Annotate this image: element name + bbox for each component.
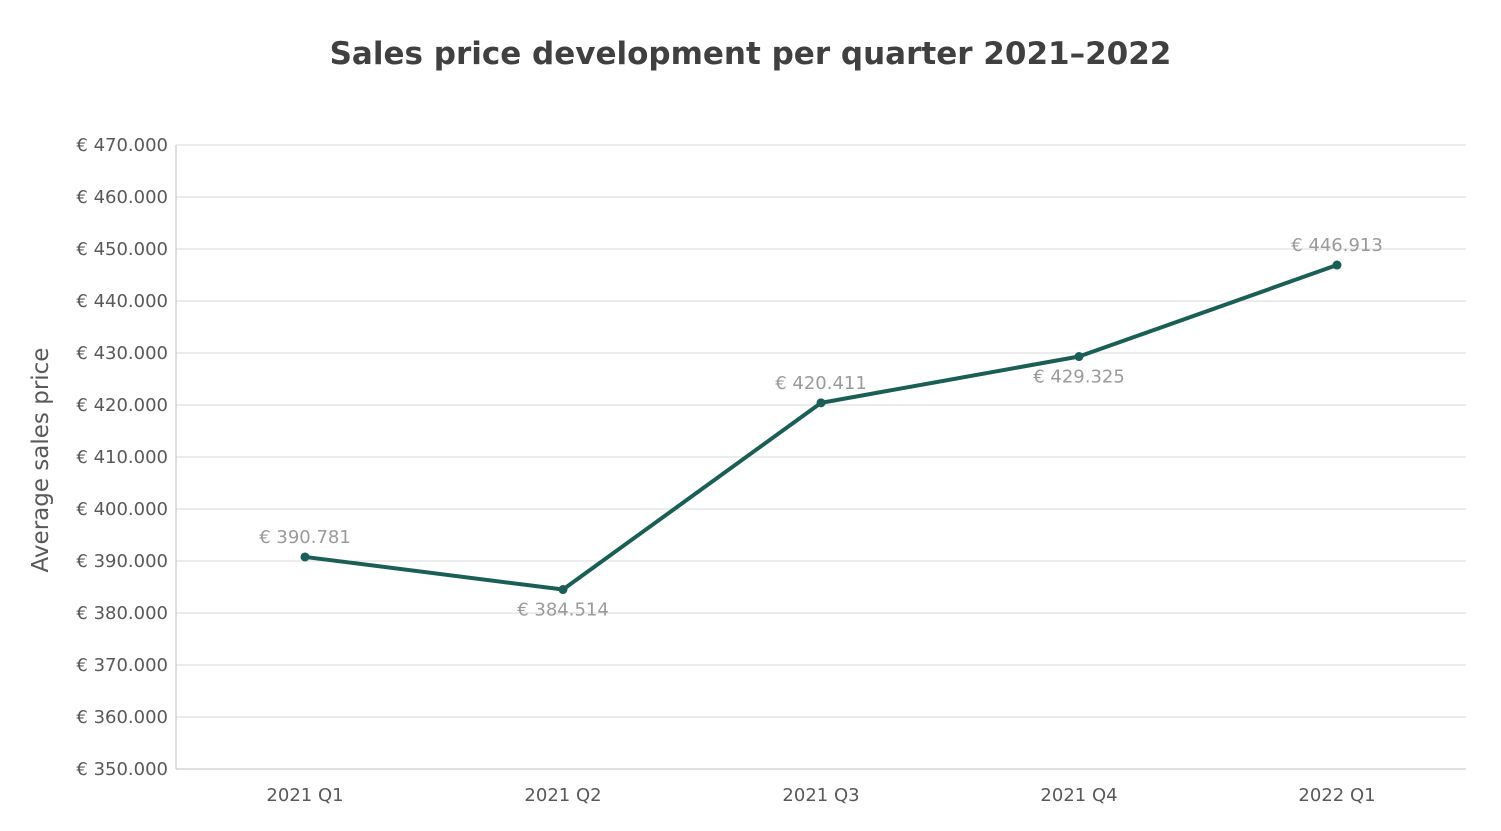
- data-point: [1074, 352, 1084, 362]
- y-tick-label: € 350.000: [76, 759, 168, 780]
- data-label: € 390.781: [259, 527, 351, 548]
- x-tick-label: 2021 Q2: [524, 785, 601, 806]
- x-tick-label: 2022 Q1: [1298, 785, 1375, 806]
- x-tick-label: 2021 Q3: [782, 785, 859, 806]
- y-tick-label: € 440.000: [76, 291, 168, 312]
- y-tick-label: € 370.000: [76, 655, 168, 676]
- y-tick-label: € 450.000: [76, 239, 168, 260]
- data-point: [558, 585, 568, 595]
- y-tick-label: € 420.000: [76, 395, 168, 416]
- axes: [175, 145, 1466, 770]
- y-axis-ticks: € 350.000 € 360.000 € 370.000 € 380.000 € 39…: [76, 135, 168, 780]
- y-tick-label: € 410.000: [76, 447, 168, 468]
- series: [300, 260, 1342, 595]
- x-tick-label: 2021 Q4: [1040, 785, 1117, 806]
- y-tick-label: € 390.000: [76, 551, 168, 572]
- gridlines: [176, 144, 1466, 718]
- data-point: [300, 552, 310, 562]
- y-tick-label: € 430.000: [76, 343, 168, 364]
- x-tick-label: 2021 Q1: [266, 785, 343, 806]
- data-label: € 384.514: [517, 600, 609, 621]
- data-point: [1332, 260, 1342, 270]
- series-line: [303, 263, 1339, 592]
- y-tick-label: € 470.000: [76, 135, 168, 156]
- data-label: € 429.325: [1033, 367, 1125, 388]
- y-tick-label: € 460.000: [76, 187, 168, 208]
- y-axis-title: Average sales price: [28, 348, 54, 573]
- chart-title: Sales price development per quarter 2021…: [329, 36, 1172, 72]
- x-axis-ticks: 2021 Q1 2021 Q2 2021 Q3 2021 Q4 2022 Q1: [266, 785, 1375, 806]
- y-tick-label: € 380.000: [76, 603, 168, 624]
- y-tick-label: € 400.000: [76, 499, 168, 520]
- data-labels: € 390.781 € 384.514 € 420.411 € 429.325 € 44…: [259, 235, 1383, 620]
- data-label: € 420.411: [775, 373, 867, 394]
- y-tick-label: € 360.000: [76, 707, 168, 728]
- data-label: € 446.913: [1291, 235, 1383, 256]
- data-point: [816, 398, 826, 408]
